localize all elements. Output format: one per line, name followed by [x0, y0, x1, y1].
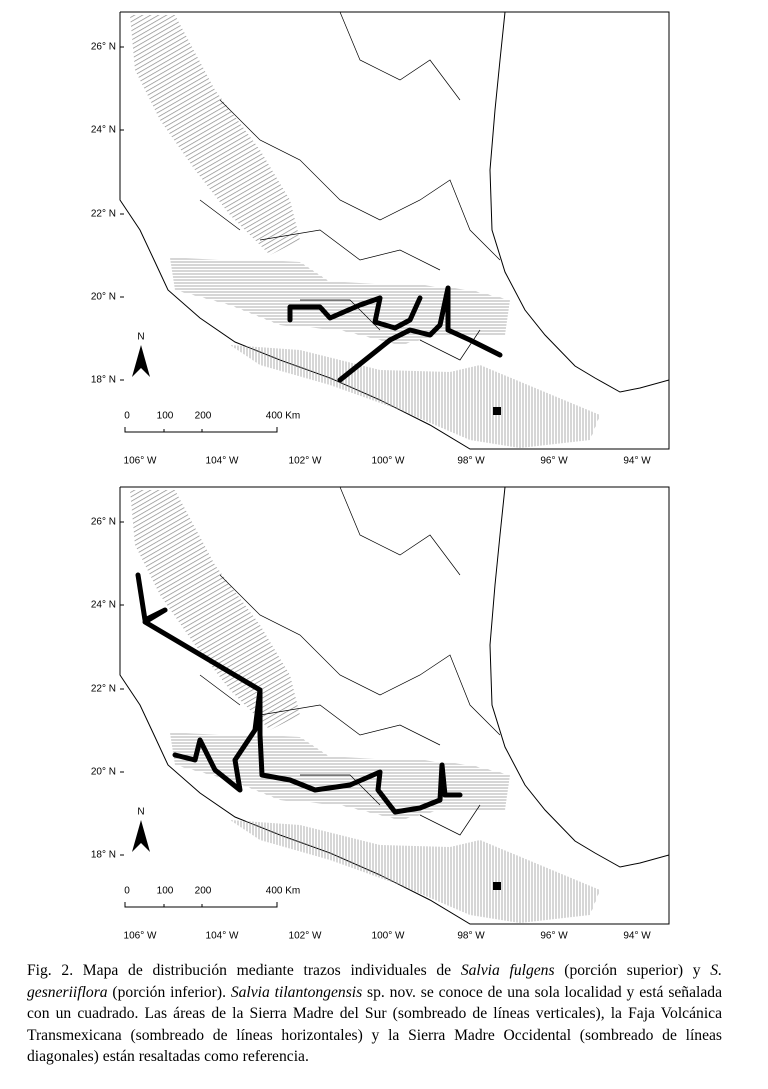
lat-label: 24° N: [91, 600, 116, 611]
lon-label: 104° W: [206, 456, 239, 467]
caption-text: Fig. 2. Mapa de distribución mediante tr…: [27, 962, 461, 979]
lon-label: 104° W: [206, 931, 239, 942]
caption-text: Salvia tilantongensis: [230, 983, 363, 1001]
north-arrow: [132, 820, 150, 852]
caption-text: sp. nov. se conoce de una sola localidad…: [27, 983, 722, 1066]
lat-label: 18° N: [91, 850, 116, 861]
lon-label: 100° W: [372, 931, 405, 942]
lat-label: 26° N: [91, 517, 116, 528]
lon-label: 96° W: [540, 456, 568, 467]
lon-label: 106° W: [124, 931, 157, 942]
scale-label: 0: [124, 411, 130, 422]
tracks: [135, 285, 503, 815]
caption-text: S. gesneriiflora: [27, 962, 722, 1001]
figure: 26° N 24° N 22° N 20° N 18° N 106° W 104° W 102…: [91, 11, 670, 942]
lon-label: 102° W: [289, 456, 322, 467]
lon-label: 102° W: [289, 931, 322, 942]
lon-label: 96° W: [540, 931, 568, 942]
lat-label: 22° N: [91, 209, 116, 220]
lon-label: 94° W: [623, 931, 651, 942]
lon-label: 98° W: [457, 931, 485, 942]
map-base: [119, 11, 670, 450]
lon-label: 106° W: [124, 456, 157, 467]
scale-label: 0: [124, 886, 130, 897]
scale-label: 200: [195, 886, 212, 897]
scale-label: 400 Km: [266, 411, 300, 422]
map-base: [119, 486, 670, 925]
north-label: N: [137, 807, 144, 818]
scale-label: 400 Km: [266, 886, 300, 897]
north-arrow: [132, 345, 150, 377]
north-label: N: [137, 332, 144, 343]
scale-bar: [124, 902, 278, 908]
lat-label: 26° N: [91, 42, 116, 53]
lat-label: 20° N: [91, 767, 116, 778]
lat-label: 24° N: [91, 125, 116, 136]
lat-label: 18° N: [91, 375, 116, 386]
lon-label: 100° W: [372, 456, 405, 467]
caption-text: Salvia fulgens: [460, 962, 555, 979]
caption-text: (porción superior) y: [554, 962, 711, 979]
lon-label: 94° W: [623, 456, 651, 467]
type-locality: [493, 407, 501, 415]
lon-label: 98° W: [457, 456, 485, 467]
lat-label: 22° N: [91, 684, 116, 695]
scale-label: 200: [195, 411, 212, 422]
scale-label: 100: [157, 886, 174, 897]
lat-label: 20° N: [91, 292, 116, 303]
type-locality: [493, 882, 501, 890]
caption: Fig. 2. Mapa de distribución mediante tr…: [27, 960, 722, 1068]
caption-text: (porción inferior).: [107, 983, 231, 1001]
scale-bar: [124, 427, 278, 433]
scale-label: 100: [157, 411, 174, 422]
